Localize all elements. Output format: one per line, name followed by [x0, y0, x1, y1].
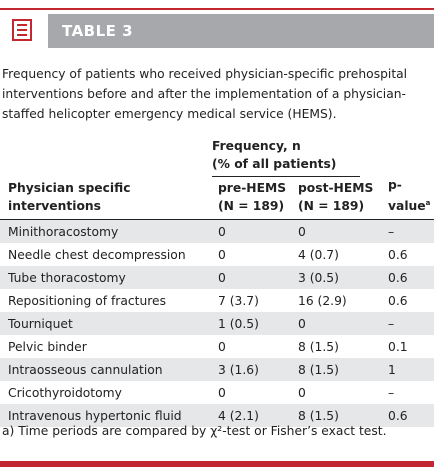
column-header: post-HEMS (N = 189) [296, 176, 380, 221]
table-cell: Tourniquet [0, 312, 212, 336]
table-cell: 8 (1.5) [296, 358, 380, 382]
table-cell: 0 [212, 266, 296, 290]
table-row: Intravenous hypertonic fluid 4 (2.1) 8 (1.… [0, 404, 434, 428]
table-cell: Needle chest decompression [8, 247, 186, 262]
column-header-line: post-HEMS [298, 181, 374, 196]
group-header: Frequency, n (% of all patients) [212, 137, 360, 177]
column-header: pre-HEMS (N = 189) [212, 176, 296, 221]
table-cell: Repositioning of fractures [8, 293, 167, 308]
table-cell: 8 (1.5) [296, 404, 380, 428]
table-cell: Intraosseous cannulation [0, 358, 212, 382]
table-cell: 16 (2.9) [298, 293, 347, 308]
group-header-line: Frequency, n [212, 139, 301, 153]
table-cell: Minithoracostomy [0, 219, 212, 244]
table-row: Tube thoracostomy 0 3 (0.5) 0.6 [0, 266, 434, 290]
table-cell: 0.6 [388, 247, 408, 262]
table-cell: – [380, 219, 434, 244]
column-header: Physician specific interventions [0, 176, 212, 221]
table-cell: 0 [212, 219, 296, 244]
footnote: a) Time periods are compared by χ²-test … [2, 424, 387, 438]
table-cell: 0 [298, 385, 306, 400]
top-rule [0, 8, 434, 10]
table-title: TABLE 3 [62, 22, 134, 40]
title-band [0, 14, 434, 48]
table-cell: 0 [218, 247, 226, 262]
column-header: p-valuea [380, 176, 434, 221]
table-row: Needle chest decompression 0 4 (0.7) 0.6 [0, 243, 434, 266]
group-header-line: (% of all patients) [212, 157, 337, 171]
column-header-line: Physician specific interventions [8, 181, 131, 214]
table-cell: 0.6 [380, 266, 434, 290]
footnote-marker: a [425, 199, 431, 207]
table-cell: 0 [296, 312, 380, 336]
table-cell: 0 [296, 219, 380, 244]
column-header-line: p-value [388, 178, 426, 214]
table-row: Minithoracostomy 0 0– [0, 219, 434, 244]
table-cell: 8 (1.5) [298, 339, 339, 354]
table-cell: 0.1 [388, 339, 408, 354]
header-row: Physician specific interventions pre-HEMS… [0, 176, 434, 221]
table-cell: – [380, 312, 434, 336]
table-cell: 0.6 [388, 293, 408, 308]
table-row: Intraosseous cannulation 3 (1.6) 8 (1.5) 1 [0, 358, 434, 382]
bottom-rule [0, 461, 434, 467]
table-row: Tourniquet 1 (0.5) 0– [0, 312, 434, 336]
table-cell: 3 (0.5) [296, 266, 380, 290]
table-cell: Cricothyroidotomy [8, 385, 122, 400]
table-row: Pelvic binder 0 8 (1.5) 0.1 [0, 335, 434, 358]
table-cell: 1 [380, 358, 434, 382]
column-header-line: (N = 189) [218, 199, 285, 214]
table-cell: 3 (1.6) [212, 358, 296, 382]
table-row: Cricothyroidotomy 0 0 – [0, 381, 434, 404]
table-cell: Tube thoracostomy [0, 266, 212, 290]
table-cell: Intravenous hypertonic fluid [0, 404, 212, 428]
table-icon [0, 14, 48, 48]
caption: Frequency of patients who received physi… [2, 67, 408, 121]
table-cell: – [388, 385, 395, 400]
data-table: Physician specific interventions pre-HEMS… [0, 176, 434, 428]
column-header-line: (N = 189) [298, 199, 365, 214]
table-row: Repositioning of fractures 7 (3.7) 16 (2.9… [0, 289, 434, 312]
column-header-line: pre-HEMS [218, 181, 287, 196]
table-cell: 4 (2.1) [212, 404, 296, 428]
table-cell: 0 [218, 339, 226, 354]
table-cell: 1 (0.5) [212, 312, 296, 336]
table-cell: Pelvic binder [8, 339, 87, 354]
table-cell: 0.6 [380, 404, 434, 428]
table-cell: 7 (3.7) [218, 293, 259, 308]
table-cell: 4 (0.7) [298, 247, 339, 262]
table-cell: 0 [218, 385, 226, 400]
